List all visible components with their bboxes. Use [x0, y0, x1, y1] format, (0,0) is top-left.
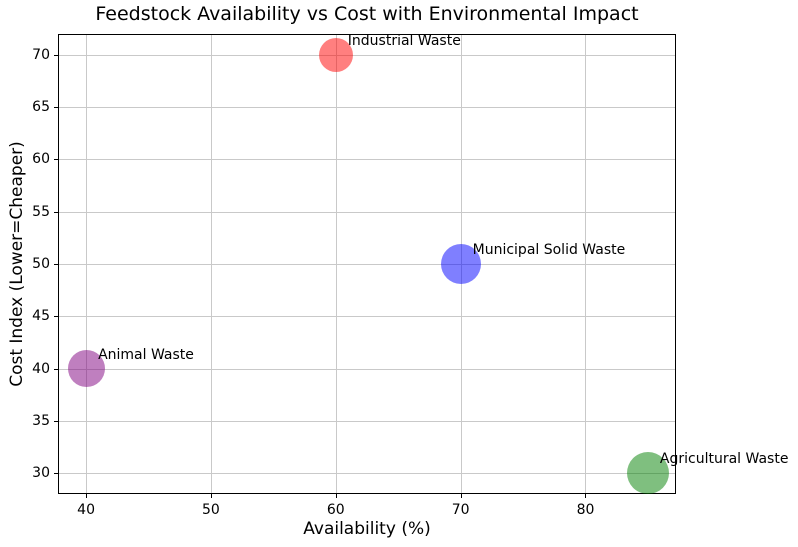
bubble-industrial-waste — [318, 37, 353, 72]
gridline-y-70 — [59, 54, 675, 56]
gridline-y-55 — [59, 211, 675, 213]
point-label-agricultural-waste: Agricultural Waste — [659, 451, 789, 468]
x-tick-40 — [86, 494, 88, 498]
x-tick-label-60: 60 — [326, 502, 345, 518]
x-tick-label-50: 50 — [202, 502, 220, 518]
y-tick-70 — [54, 54, 58, 56]
y-tick-label-70: 70 — [32, 46, 50, 63]
y-tick-35 — [54, 420, 58, 422]
y-tick-45 — [54, 316, 58, 318]
y-tick-60 — [54, 159, 58, 161]
y-tick-label-40: 40 — [32, 360, 50, 377]
y-tick-50 — [54, 264, 58, 265]
x-tick-label-70: 70 — [451, 502, 470, 518]
y-tick-30 — [54, 473, 58, 475]
plot-area — [58, 34, 676, 494]
point-label-industrial-waste: Industrial Waste — [347, 32, 461, 49]
y-tick-label-45: 45 — [32, 308, 50, 325]
gridline-y-65 — [59, 107, 675, 109]
y-tick-label-50: 50 — [32, 256, 50, 272]
bubble-animal-waste — [67, 350, 105, 388]
x-tick-70 — [460, 494, 462, 498]
y-tick-label-55: 55 — [32, 203, 50, 220]
bubble-municipal-solid-waste — [440, 244, 481, 284]
y-tick-40 — [54, 368, 58, 370]
bubble-agricultural-waste — [626, 452, 669, 495]
gridline-y-35 — [59, 420, 675, 422]
gridline-y-50 — [59, 264, 675, 265]
y-tick-label-60: 60 — [32, 151, 50, 168]
y-tick-label-35: 35 — [32, 412, 50, 429]
x-axis-label: Availability (%) — [303, 519, 431, 539]
x-tick-80 — [585, 494, 587, 498]
y-tick-65 — [54, 107, 58, 109]
x-tick-label-40: 40 — [77, 502, 95, 518]
point-label-animal-waste: Animal Waste — [98, 346, 194, 363]
point-label-municipal-solid-waste: Municipal Solid Waste — [472, 242, 626, 258]
y-tick-label-65: 65 — [32, 99, 50, 116]
x-tick-50 — [210, 494, 212, 498]
gridline-y-45 — [59, 316, 675, 318]
gridline-y-30 — [59, 473, 675, 475]
y-tick-55 — [54, 211, 58, 213]
gridline-y-40 — [59, 368, 675, 370]
y-tick-label-30: 30 — [32, 465, 50, 482]
x-tick-60 — [335, 494, 337, 498]
gridline-y-60 — [59, 159, 675, 161]
x-tick-label-80: 80 — [576, 502, 595, 518]
chart-title: Feedstock Availability vs Cost with Envi… — [95, 3, 639, 25]
